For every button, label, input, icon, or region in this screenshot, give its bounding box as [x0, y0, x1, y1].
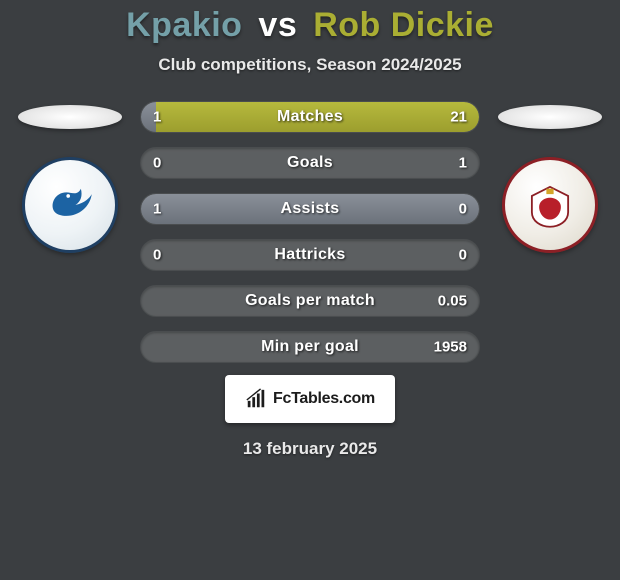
stat-value-right: 0 [459, 247, 467, 264]
comparison-card: Kpakio vs Rob Dickie Club competitions, … [0, 0, 620, 580]
player2-flag [498, 105, 602, 129]
cardiff-city-crest [22, 157, 118, 253]
bluebird-icon [41, 176, 99, 234]
player1-name: Kpakio [126, 6, 242, 44]
stat-row: 0 1 Goals [140, 147, 480, 179]
player2-name: Rob Dickie [313, 6, 494, 44]
comparison-title: Kpakio vs Rob Dickie [126, 6, 494, 45]
robin-crest-icon [521, 176, 579, 234]
stat-label: Goals per match [245, 292, 375, 310]
stat-row: 0.05 Goals per match [140, 285, 480, 317]
stat-value-left: 0 [153, 155, 161, 172]
right-side [490, 101, 610, 253]
stats-bars: 1 21 Matches 0 1 Goals 1 0 Assists 0 0 Hattricks 0.0… [140, 101, 480, 363]
stat-value-right: 0 [459, 201, 467, 218]
stat-row: 0 0 Hattricks [140, 239, 480, 271]
stat-value-left: 0 [153, 247, 161, 264]
stat-value-right: 1958 [434, 339, 467, 356]
main-area: 1 21 Matches 0 1 Goals 1 0 Assists 0 0 Hattricks 0.0… [0, 101, 620, 363]
stat-label: Assists [280, 200, 339, 218]
stat-value-right: 1 [459, 155, 467, 172]
stat-label: Hattricks [274, 246, 345, 264]
stat-label: Min per goal [261, 338, 359, 356]
stat-label: Matches [277, 108, 343, 126]
brand-box: FcTables.com [225, 375, 395, 423]
stat-value-right: 21 [450, 109, 467, 126]
stat-value-right: 0.05 [438, 293, 467, 310]
date-text: 13 february 2025 [243, 439, 377, 459]
left-side [10, 101, 130, 253]
player1-flag [18, 105, 122, 129]
vs-text: vs [258, 6, 297, 44]
brand-text: FcTables.com [273, 390, 375, 408]
stat-value-left: 1 [153, 109, 161, 126]
stat-label: Goals [287, 154, 333, 172]
brand-chart-icon [245, 388, 267, 410]
stat-row: 1 21 Matches [140, 101, 480, 133]
bristol-city-crest [502, 157, 598, 253]
stat-row: 1958 Min per goal [140, 331, 480, 363]
subtitle: Club competitions, Season 2024/2025 [158, 55, 461, 75]
stat-value-left: 1 [153, 201, 161, 218]
stat-row: 1 0 Assists [140, 193, 480, 225]
